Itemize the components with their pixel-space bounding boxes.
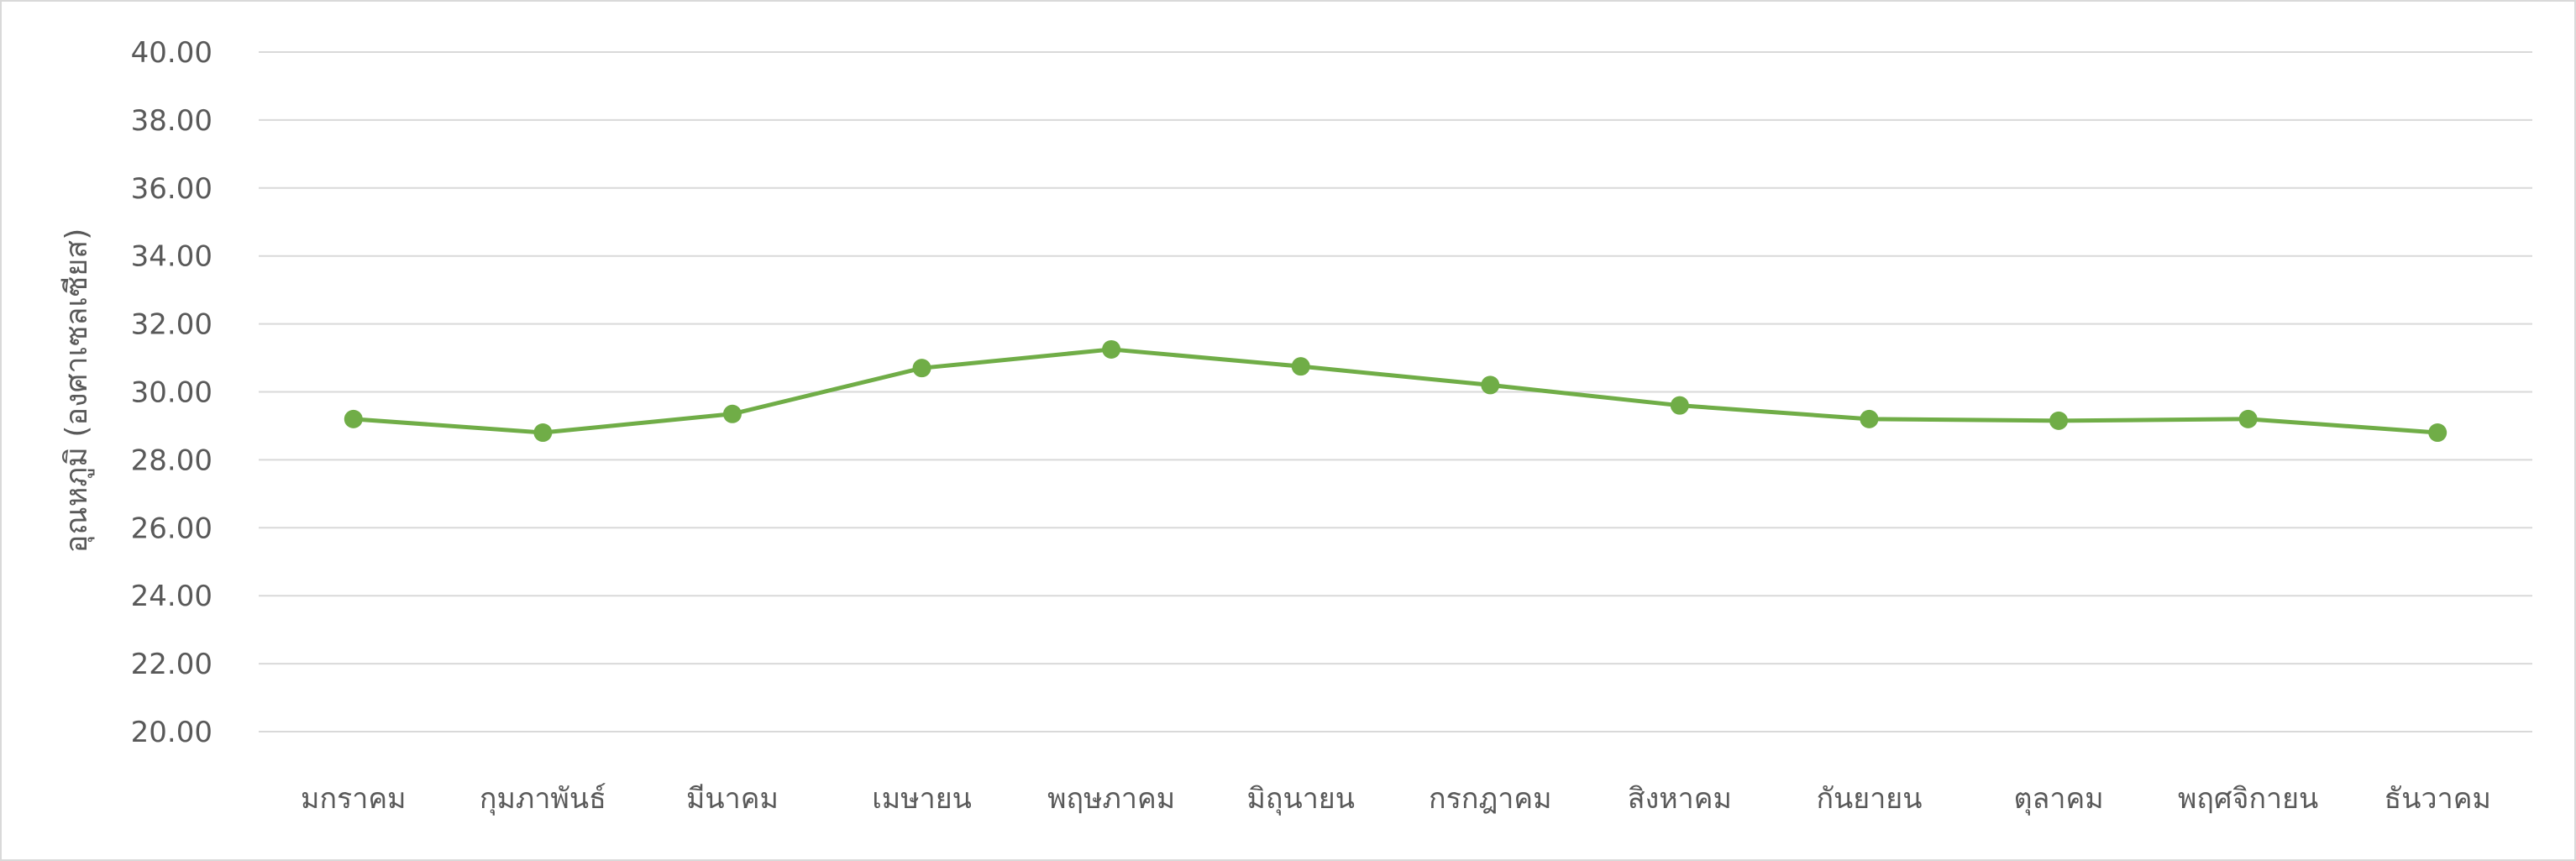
y-tick-label: 28.00 (131, 444, 212, 477)
x-tick-label: กรกฎาคม (1429, 782, 1552, 816)
y-tick-label: 38.00 (131, 104, 212, 138)
x-tick-label: ธันวาคม (2385, 782, 2491, 816)
x-tick-label: กันยายน (1816, 782, 1922, 816)
data-point (1481, 375, 1500, 395)
gridlines (259, 51, 2532, 732)
x-axis-ticks: มกราคม กุมภาพันธ์ มีนาคม เมษายน พฤษภาคม มิถุน… (301, 782, 2491, 816)
y-tick-label: 34.00 (131, 240, 212, 274)
x-tick-label: สิงหาคม (1628, 782, 1732, 816)
series-line (353, 347, 2438, 435)
y-tick-label: 22.00 (131, 648, 212, 681)
x-tick-label: พฤศจิกายน (2178, 782, 2318, 816)
data-point (2049, 411, 2069, 430)
x-tick-label: มิถุนายน (1246, 782, 1355, 816)
data-point (2428, 423, 2447, 443)
y-axis-ticks: 40.00 38.00 36.00 34.00 32.00 30.00 28.00 26.00… (131, 36, 212, 749)
data-point (1291, 357, 1310, 376)
data-point (912, 359, 931, 378)
y-tick-label: 30.00 (131, 376, 212, 410)
series-group (344, 339, 2447, 443)
x-tick-label: ตุลาคม (2013, 782, 2103, 816)
data-point (722, 404, 742, 423)
x-tick-label: เมษายน (872, 782, 972, 816)
data-point (533, 423, 553, 443)
data-point (344, 409, 363, 428)
y-axis-label: อุณหภูมิ (องศาเซลเซียส) (60, 228, 95, 554)
y-tick-label: 32.00 (131, 308, 212, 342)
data-point (1860, 409, 1879, 428)
y-tick-label: 26.00 (131, 512, 212, 545)
data-point (2238, 409, 2258, 428)
x-tick-label: มีนาคม (686, 782, 779, 816)
x-tick-label: กุมภาพันธ์ (480, 782, 606, 816)
x-tick-label: พฤษภาคม (1047, 782, 1175, 816)
y-tick-label: 20.00 (131, 716, 212, 749)
data-point (1102, 339, 1121, 359)
x-tick-label: มกราคม (301, 782, 407, 816)
y-tick-label: 40.00 (131, 36, 212, 70)
y-tick-label: 24.00 (131, 580, 212, 613)
data-point (1670, 396, 1689, 415)
y-tick-label: 36.00 (131, 172, 212, 206)
